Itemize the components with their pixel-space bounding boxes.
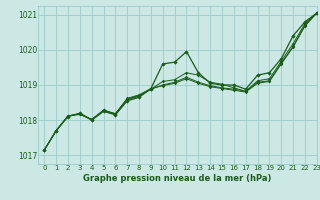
X-axis label: Graphe pression niveau de la mer (hPa): Graphe pression niveau de la mer (hPa) [84,174,272,183]
